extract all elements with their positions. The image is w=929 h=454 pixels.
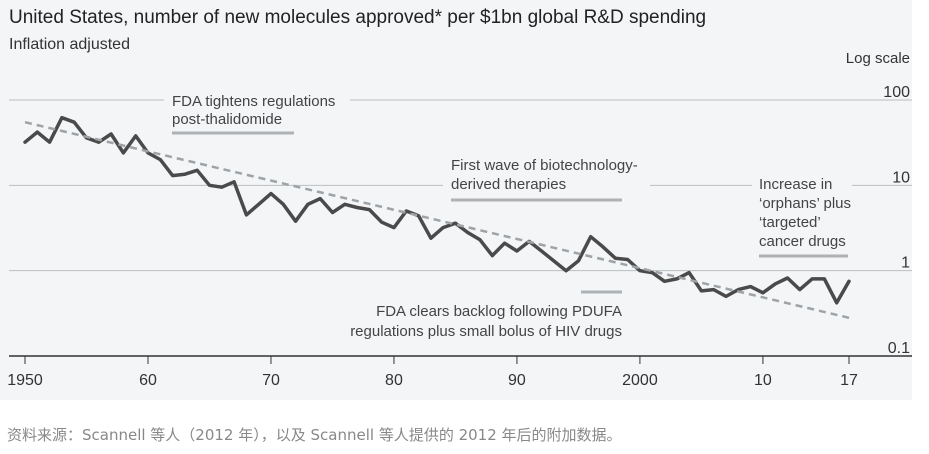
annotation-text: derived therapies	[451, 176, 566, 193]
data-point	[232, 180, 236, 184]
data-point	[663, 280, 666, 283]
data-point	[97, 141, 100, 144]
data-point	[195, 169, 199, 172]
annotation-text: Increase in	[759, 176, 832, 193]
data-point	[109, 132, 113, 136]
data-point	[724, 295, 728, 298]
annotation-text: FDA clears backlog following PDUFA	[376, 303, 622, 320]
annotation-gap	[443, 183, 650, 189]
chart-canvas: 100 10 1 0.1 Log scale 1950 60 70 80 90 2000 10 17 FD…	[7, 50, 912, 389]
data-point	[441, 226, 445, 229]
data-point	[700, 289, 703, 293]
chart-title: United States, number of new molecules a…	[9, 7, 707, 28]
data-point	[48, 141, 51, 144]
data-point	[749, 285, 752, 288]
data-point	[638, 269, 642, 272]
data-point	[466, 231, 469, 234]
data-point	[810, 277, 814, 281]
data-point	[417, 214, 420, 217]
source-note: 资料来源：Scannell 等人（2012 年），以及 Scannell 等人提…	[7, 426, 622, 444]
data-point	[786, 276, 789, 280]
data-point	[835, 301, 838, 305]
data-point	[122, 151, 125, 155]
data-point	[294, 219, 297, 223]
data-point	[368, 208, 371, 211]
data-point	[601, 245, 605, 249]
annotation-text: First wave of biotechnology-	[451, 157, 638, 174]
annotation-gap	[752, 183, 852, 189]
data-point	[257, 203, 260, 206]
data-point	[491, 254, 494, 257]
data-point	[823, 277, 826, 281]
x-tick-label: 2000	[622, 372, 658, 389]
data-point	[405, 209, 408, 213]
data-point	[343, 203, 346, 206]
data-point	[847, 280, 851, 283]
y-tick-label: 1	[901, 255, 910, 272]
data-point	[331, 211, 334, 214]
data-point	[589, 235, 592, 238]
annotation-text: ‘orphans’ plus	[759, 195, 851, 212]
data-point	[208, 184, 211, 187]
x-tick-label: 17	[840, 372, 858, 389]
data-point	[503, 241, 506, 245]
data-point	[245, 213, 248, 217]
x-tick-label: 10	[754, 372, 772, 389]
data-point	[306, 203, 310, 206]
y-tick-label: 100	[883, 84, 910, 101]
data-point	[60, 116, 64, 119]
data-point	[626, 258, 629, 261]
annotation-text: post-thalidomide	[172, 111, 282, 128]
data-point	[269, 192, 273, 195]
annotation-text: ‘targeted’	[759, 214, 821, 231]
x-tick-label: 60	[139, 372, 157, 389]
data-point	[712, 288, 715, 291]
data-point	[392, 226, 396, 229]
data-point	[478, 238, 482, 241]
x-tick-label: 90	[508, 372, 526, 389]
data-point	[134, 134, 137, 138]
data-point	[183, 173, 187, 176]
trend-line	[24, 120, 850, 320]
annotation-text: cancer drugs	[759, 233, 846, 250]
data-point	[651, 271, 654, 274]
data-point	[564, 269, 568, 272]
data-point	[72, 120, 76, 124]
chart-subtitle: Inflation adjusted	[9, 36, 130, 53]
x-tick-label: 80	[385, 372, 403, 389]
data-point	[687, 271, 691, 274]
data-point	[540, 249, 543, 253]
data-point	[318, 197, 322, 200]
data-point	[774, 282, 777, 286]
x-tick-label: 70	[262, 372, 280, 389]
y-tick-label: 10	[892, 169, 910, 186]
data-point	[552, 259, 556, 263]
data-point	[515, 249, 519, 253]
data-point	[761, 291, 765, 295]
data-point	[429, 237, 433, 240]
x-tick-label: 1950	[7, 372, 43, 389]
data-point	[614, 256, 617, 260]
series-line	[23, 115, 851, 305]
data-point	[36, 130, 39, 134]
data-point	[220, 186, 223, 189]
data-point	[577, 259, 580, 263]
data-point	[380, 220, 383, 224]
data-point	[159, 158, 162, 161]
annotation-text: FDA tightens regulations	[172, 93, 335, 110]
log-scale-label: Log scale	[846, 50, 910, 67]
data-point	[454, 221, 457, 225]
y-tick-label: 0.1	[888, 340, 910, 357]
data-point	[798, 288, 802, 291]
data-point	[23, 141, 27, 144]
data-point	[675, 277, 679, 281]
annotation-text: regulations plus small bolus of HIV drug…	[350, 323, 622, 340]
data-point	[355, 206, 359, 209]
data-point	[282, 203, 285, 206]
data-point	[171, 174, 174, 177]
annotation-gap	[164, 97, 350, 103]
